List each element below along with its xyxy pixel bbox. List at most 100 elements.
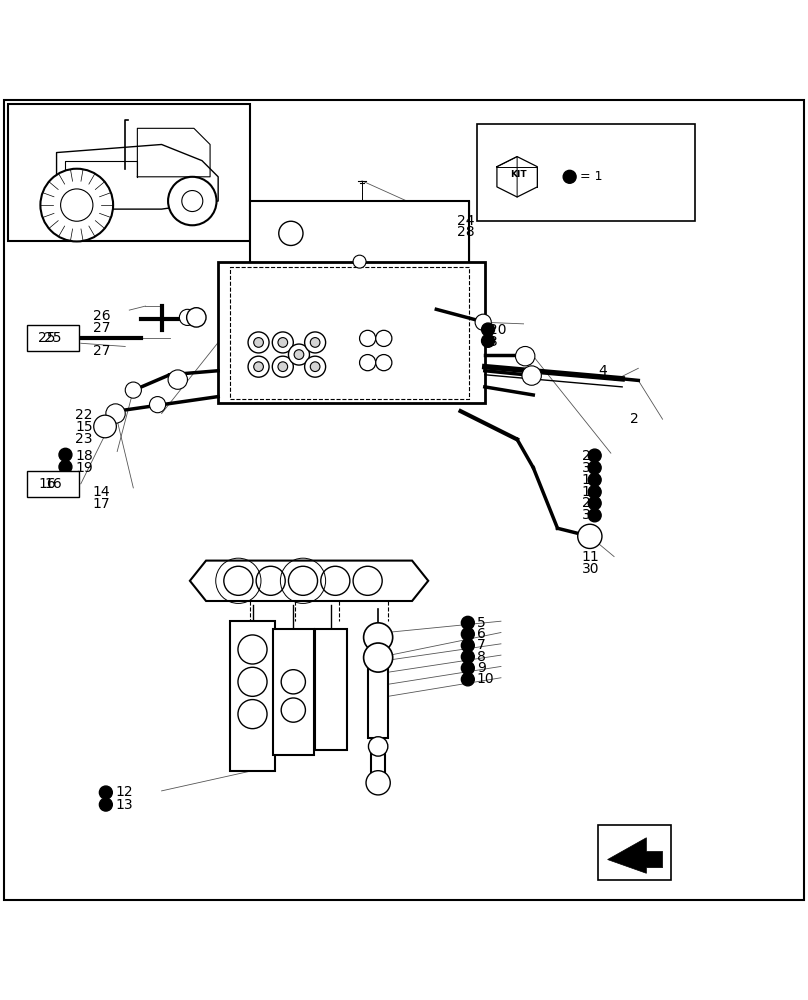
Circle shape bbox=[106, 404, 125, 423]
Circle shape bbox=[238, 635, 267, 664]
Circle shape bbox=[99, 786, 112, 799]
Text: 30: 30 bbox=[582, 562, 600, 576]
Text: 3: 3 bbox=[582, 508, 591, 522]
Circle shape bbox=[366, 771, 390, 795]
Circle shape bbox=[461, 616, 474, 629]
Circle shape bbox=[522, 366, 541, 385]
Circle shape bbox=[62, 334, 70, 342]
Text: 29: 29 bbox=[582, 449, 600, 463]
Text: 5: 5 bbox=[477, 616, 486, 630]
Circle shape bbox=[461, 662, 474, 675]
Circle shape bbox=[353, 255, 366, 268]
Text: 16: 16 bbox=[38, 477, 56, 491]
Circle shape bbox=[224, 566, 253, 595]
Circle shape bbox=[360, 330, 376, 346]
Circle shape bbox=[321, 566, 350, 595]
Circle shape bbox=[461, 650, 474, 663]
Text: 20: 20 bbox=[489, 323, 507, 337]
Circle shape bbox=[40, 169, 113, 241]
Circle shape bbox=[376, 355, 392, 371]
Circle shape bbox=[254, 338, 263, 347]
Circle shape bbox=[482, 334, 494, 347]
Text: 11: 11 bbox=[582, 550, 600, 564]
Text: 27: 27 bbox=[93, 321, 111, 335]
Bar bbox=[598, 825, 671, 880]
Text: 13: 13 bbox=[116, 798, 133, 812]
Circle shape bbox=[310, 338, 320, 347]
Text: 17: 17 bbox=[93, 497, 111, 511]
Circle shape bbox=[305, 356, 326, 377]
Circle shape bbox=[364, 623, 393, 652]
Circle shape bbox=[272, 356, 293, 377]
FancyBboxPatch shape bbox=[315, 629, 347, 750]
Bar bbox=[8, 104, 250, 241]
Circle shape bbox=[482, 323, 494, 336]
Circle shape bbox=[59, 448, 72, 461]
FancyBboxPatch shape bbox=[218, 262, 485, 403]
Text: 7: 7 bbox=[477, 638, 486, 652]
FancyBboxPatch shape bbox=[368, 662, 388, 738]
Text: 14: 14 bbox=[93, 485, 111, 499]
Text: 6: 6 bbox=[477, 627, 486, 641]
Circle shape bbox=[588, 509, 601, 522]
FancyBboxPatch shape bbox=[27, 471, 79, 497]
Polygon shape bbox=[190, 561, 428, 601]
Circle shape bbox=[248, 356, 269, 377]
Circle shape bbox=[168, 370, 187, 389]
Text: 19: 19 bbox=[582, 485, 600, 499]
Text: 21: 21 bbox=[582, 496, 600, 510]
Text: = 1: = 1 bbox=[580, 170, 603, 183]
Text: 28: 28 bbox=[457, 225, 474, 239]
Circle shape bbox=[516, 346, 535, 366]
Circle shape bbox=[256, 566, 285, 595]
Circle shape bbox=[288, 344, 309, 365]
Text: 25: 25 bbox=[38, 331, 56, 345]
Circle shape bbox=[59, 460, 72, 473]
FancyBboxPatch shape bbox=[371, 745, 385, 779]
Text: 8: 8 bbox=[477, 650, 486, 664]
Text: 16: 16 bbox=[44, 477, 61, 491]
FancyBboxPatch shape bbox=[27, 325, 79, 351]
Circle shape bbox=[58, 330, 74, 346]
Circle shape bbox=[182, 191, 203, 212]
Bar bbox=[477, 124, 695, 221]
FancyBboxPatch shape bbox=[250, 201, 469, 266]
Circle shape bbox=[461, 673, 474, 686]
Text: 10: 10 bbox=[477, 672, 494, 686]
Text: 19: 19 bbox=[75, 461, 93, 475]
Text: 12: 12 bbox=[116, 785, 133, 799]
Circle shape bbox=[179, 309, 196, 325]
Text: 2: 2 bbox=[630, 412, 639, 426]
FancyBboxPatch shape bbox=[273, 629, 314, 755]
Text: 18: 18 bbox=[582, 473, 600, 487]
Circle shape bbox=[368, 737, 388, 756]
Circle shape bbox=[168, 177, 217, 225]
Circle shape bbox=[288, 566, 318, 595]
FancyBboxPatch shape bbox=[230, 621, 275, 771]
Circle shape bbox=[563, 170, 576, 183]
Circle shape bbox=[99, 798, 112, 811]
Text: 4: 4 bbox=[598, 364, 607, 378]
Circle shape bbox=[588, 497, 601, 510]
Circle shape bbox=[278, 338, 288, 347]
Circle shape bbox=[578, 524, 602, 548]
Circle shape bbox=[254, 362, 263, 372]
Circle shape bbox=[360, 355, 376, 371]
Text: 3: 3 bbox=[582, 461, 591, 475]
Circle shape bbox=[238, 700, 267, 729]
Circle shape bbox=[278, 362, 288, 372]
Text: 22: 22 bbox=[75, 408, 93, 422]
Bar bbox=[230, 267, 469, 399]
Circle shape bbox=[187, 308, 206, 327]
Circle shape bbox=[281, 670, 305, 694]
Circle shape bbox=[248, 332, 269, 353]
Text: 9: 9 bbox=[477, 661, 486, 675]
Circle shape bbox=[61, 189, 93, 221]
Text: 15: 15 bbox=[75, 420, 93, 434]
Circle shape bbox=[310, 362, 320, 372]
Circle shape bbox=[305, 332, 326, 353]
Circle shape bbox=[588, 461, 601, 474]
Text: KIT: KIT bbox=[511, 170, 527, 179]
Circle shape bbox=[125, 382, 141, 398]
Circle shape bbox=[353, 566, 382, 595]
